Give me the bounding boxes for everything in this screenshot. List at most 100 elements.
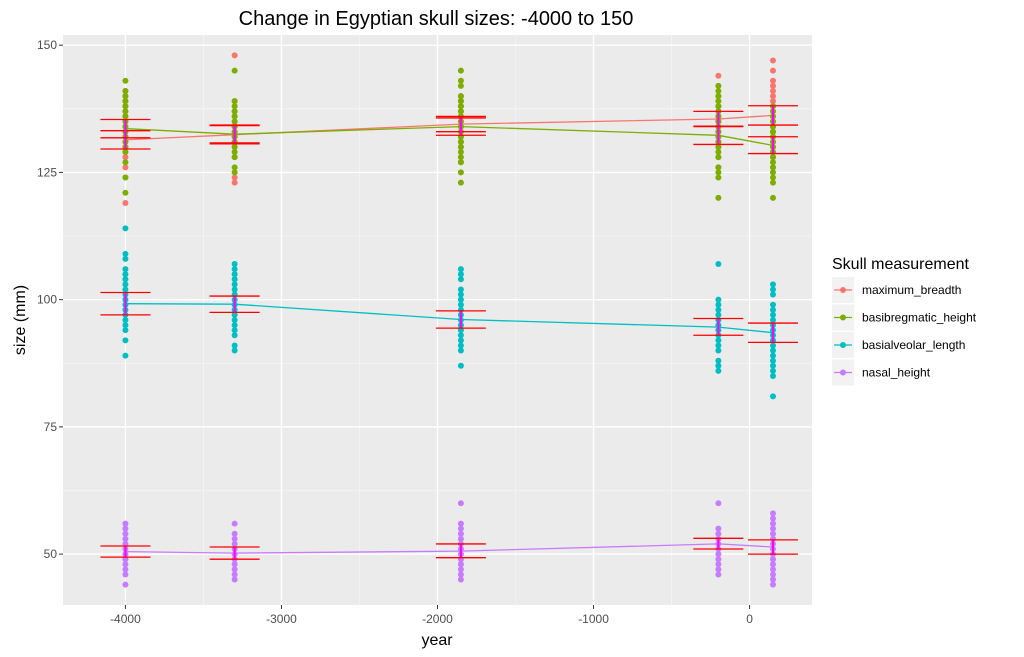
data-point xyxy=(715,551,722,558)
data-point xyxy=(715,500,722,507)
legend-key-point xyxy=(840,287,846,293)
legend-label: basialveolar_length xyxy=(862,338,965,352)
legend: Skull measurement maximum_breadthbasibre… xyxy=(832,256,977,386)
data-point xyxy=(769,286,776,293)
data-point xyxy=(715,530,722,537)
data-point xyxy=(715,342,722,349)
data-point xyxy=(715,72,722,79)
data-point xyxy=(122,108,129,115)
data-point xyxy=(231,317,238,323)
data-point xyxy=(715,93,722,100)
series-basibregmatic_height xyxy=(122,67,776,201)
data-point xyxy=(457,93,464,100)
data-point xyxy=(715,164,722,171)
x-tick-label: -4000 xyxy=(110,612,141,626)
data-point xyxy=(457,77,464,84)
x-axis: -4000 -3000 -2000 -1000 0 xyxy=(110,605,753,626)
data-point xyxy=(769,342,776,349)
data-point xyxy=(122,566,129,573)
data-point xyxy=(122,535,129,542)
y-tick-label: 50 xyxy=(44,547,58,561)
data-point xyxy=(122,571,129,578)
data-point xyxy=(457,301,464,308)
data-point xyxy=(769,510,776,517)
legend-key-point xyxy=(840,369,846,376)
data-point xyxy=(122,87,129,94)
series-layer xyxy=(100,52,798,588)
data-point xyxy=(122,276,129,283)
data-point xyxy=(122,581,129,588)
data-point xyxy=(457,143,464,150)
data-point xyxy=(715,98,722,105)
data-point xyxy=(715,566,722,573)
data-point xyxy=(769,93,776,100)
data-point xyxy=(715,143,722,150)
legend-key-point xyxy=(840,314,846,321)
data-point xyxy=(715,174,722,181)
data-point xyxy=(122,352,129,359)
data-point xyxy=(122,327,129,334)
data-point xyxy=(715,87,722,94)
data-point xyxy=(231,149,238,156)
data-point xyxy=(231,311,238,318)
data-point xyxy=(122,77,129,84)
data-point xyxy=(715,337,722,344)
data-point xyxy=(715,311,722,318)
data-point xyxy=(122,530,129,537)
data-point xyxy=(457,271,464,278)
y-tick-label: 100 xyxy=(37,293,57,307)
data-point xyxy=(231,103,238,110)
x-axis-title: year xyxy=(421,632,453,649)
data-point xyxy=(769,556,776,563)
data-point xyxy=(231,327,238,334)
data-point xyxy=(457,159,464,166)
data-point xyxy=(457,138,464,145)
data-point xyxy=(122,520,129,527)
data-point xyxy=(769,525,776,532)
data-point xyxy=(122,322,129,329)
data-point xyxy=(769,281,776,288)
data-point xyxy=(715,103,722,110)
data-point xyxy=(231,281,238,288)
data-point xyxy=(715,149,722,156)
data-point xyxy=(122,281,129,288)
data-point xyxy=(231,576,238,583)
data-point xyxy=(122,98,129,105)
data-point xyxy=(769,154,776,161)
data-point xyxy=(231,113,238,120)
data-point xyxy=(457,276,464,283)
data-point xyxy=(715,296,722,303)
data-point xyxy=(231,154,238,161)
data-point xyxy=(769,159,776,166)
data-point xyxy=(231,566,238,573)
data-point xyxy=(715,194,722,201)
data-point xyxy=(231,271,238,278)
data-point xyxy=(769,520,776,527)
data-point xyxy=(231,118,238,125)
data-point xyxy=(457,296,464,303)
data-point xyxy=(769,82,776,89)
data-point xyxy=(231,540,238,547)
data-point xyxy=(122,266,129,273)
data-point xyxy=(715,169,722,176)
errorbars-nasal_height xyxy=(100,537,798,560)
data-point xyxy=(231,535,238,542)
data-point xyxy=(231,342,238,349)
data-point xyxy=(231,322,238,329)
data-point xyxy=(769,561,776,568)
data-point xyxy=(769,372,776,379)
data-point xyxy=(715,82,722,89)
data-point xyxy=(122,113,129,120)
data-point xyxy=(715,347,722,354)
data-point xyxy=(769,169,776,176)
data-point xyxy=(122,199,129,206)
data-point xyxy=(715,301,722,308)
data-point xyxy=(769,317,776,323)
data-point xyxy=(769,581,776,588)
data-point xyxy=(769,566,776,573)
data-point xyxy=(715,306,722,313)
data-point xyxy=(715,261,722,268)
data-point xyxy=(769,311,776,318)
data-point xyxy=(769,57,776,64)
